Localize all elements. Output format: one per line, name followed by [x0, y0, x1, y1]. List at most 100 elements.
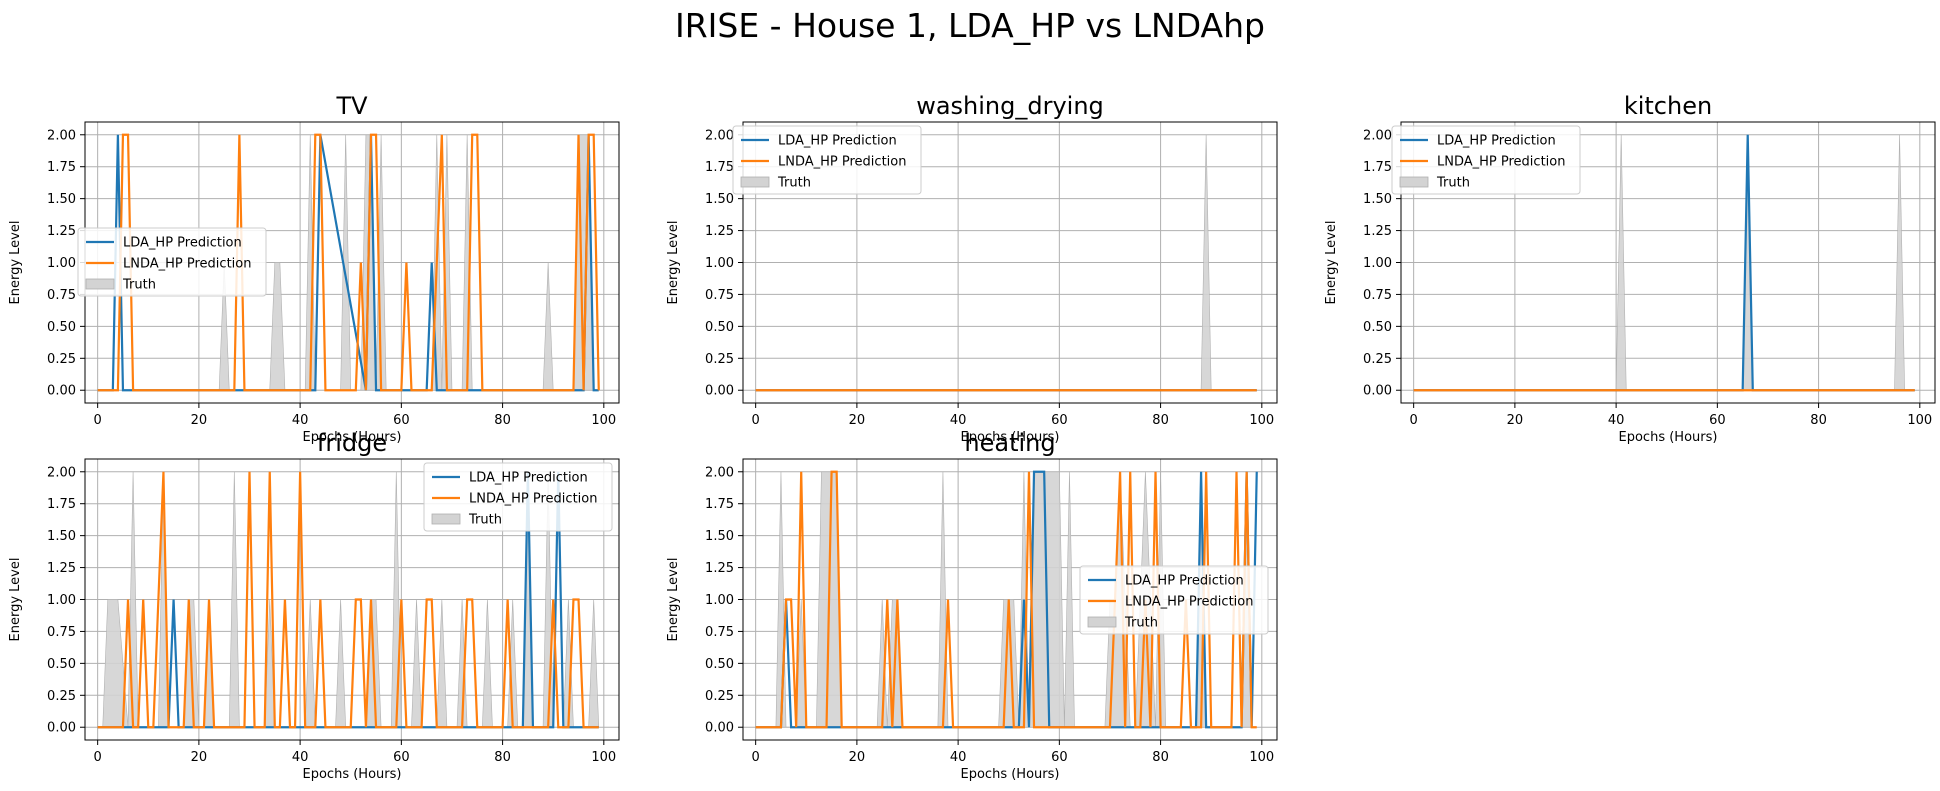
x-tick-label: 40	[950, 750, 967, 765]
x-tick-label: 0	[752, 413, 760, 428]
x-tick-label: 80	[494, 750, 511, 765]
x-tick-label: 100	[1249, 750, 1274, 765]
y-tick-label: 1.50	[705, 529, 734, 544]
y-tick-label: 0.75	[705, 288, 734, 303]
y-tick-label: 0.50	[705, 657, 734, 672]
y-tick-label: 0.25	[47, 352, 76, 367]
legend: LDA_HP Prediction LNDA_HP Prediction Truth	[77, 227, 267, 297]
x-tick-label: 40	[1608, 413, 1625, 428]
y-tick-label: 1.25	[1363, 224, 1392, 239]
y-tick-label: 1.00	[47, 256, 76, 271]
y-tick-label: 0.00	[705, 384, 734, 399]
x-tick-label: 100	[591, 750, 616, 765]
legend-swatch-truth	[740, 176, 770, 188]
x-tick-label: 0	[94, 750, 102, 765]
y-tick-label: 0.00	[705, 721, 734, 736]
legend: LDA_HP Prediction LNDA_HP Prediction Truth	[732, 125, 922, 195]
y-tick-label: 0.75	[47, 625, 76, 640]
x-tick-label: 60	[393, 413, 410, 428]
y-tick-label: 1.75	[47, 497, 76, 512]
legend-entry-label: LNDA_HP Prediction	[123, 257, 251, 272]
legend-entry-label: LDA_HP Prediction	[469, 471, 588, 486]
figure-title: IRISE - House 1, LDA_HP vs LNDAhp	[675, 6, 1265, 45]
y-tick-label: 2.00	[705, 465, 734, 480]
x-tick-label: 0	[94, 413, 102, 428]
x-tick-label: 100	[1907, 413, 1932, 428]
y-tick-label: 1.75	[47, 160, 76, 175]
legend-entry-label: Truth	[122, 278, 156, 293]
legend: LDA_HP Prediction LNDA_HP Prediction Truth	[1391, 125, 1581, 195]
legend-entry-label: LNDA_HP Prediction	[1437, 155, 1565, 170]
legend-box	[423, 462, 613, 532]
subplot-title: washing_drying	[916, 92, 1104, 120]
y-tick-label: 0.25	[1363, 352, 1392, 367]
y-tick-label: 1.25	[705, 224, 734, 239]
y-tick-label: 2.00	[705, 128, 734, 143]
x-tick-label: 100	[591, 413, 616, 428]
y-tick-label: 1.75	[705, 497, 734, 512]
x-tick-label: 0	[1410, 413, 1418, 428]
legend-swatch-truth	[431, 513, 461, 525]
legend-entry-label: LNDA_HP Prediction	[1125, 595, 1253, 610]
legend-swatch-truth	[85, 278, 115, 290]
y-tick-label: 1.75	[705, 160, 734, 175]
legend-entry-label: LDA_HP Prediction	[778, 134, 897, 149]
x-axis-label: Epochs (Hours)	[961, 767, 1060, 782]
legend-swatch-truth	[1087, 616, 1117, 628]
y-axis-label: Energy Level	[1324, 221, 1339, 305]
y-axis-label: Energy Level	[8, 558, 23, 642]
y-tick-label: 0.75	[1363, 288, 1392, 303]
y-tick-label: 1.50	[1363, 192, 1392, 207]
legend-entry-label: LDA_HP Prediction	[1437, 134, 1556, 149]
legend-box	[1391, 125, 1581, 195]
legend-swatch-truth	[1399, 176, 1429, 188]
y-axis-label: Energy Level	[8, 221, 23, 305]
subplot-TV: 0 20 40 60 80 100 0.00 0.25 0.50 0.75 1.00 1.25 1.50…	[8, 92, 620, 445]
y-tick-label: 1.50	[47, 192, 76, 207]
y-tick-label: 1.50	[47, 529, 76, 544]
subplot-kitchen: 0 20 40 60 80 100 0.00 0.25 0.50 0.75 1.00 1.25 1.50…	[1324, 92, 1936, 445]
subplot-title: kitchen	[1624, 92, 1712, 120]
y-tick-label: 0.50	[1363, 320, 1392, 335]
legend-entry-label: Truth	[1436, 176, 1470, 191]
x-tick-label: 60	[1051, 750, 1068, 765]
y-tick-label: 1.00	[705, 593, 734, 608]
x-tick-label: 80	[1152, 413, 1169, 428]
legend-entry-label: LNDA_HP Prediction	[778, 155, 906, 170]
subplot-title: TV	[335, 92, 368, 120]
legend-entry-label: LNDA_HP Prediction	[469, 492, 597, 507]
x-tick-label: 20	[191, 413, 208, 428]
x-tick-label: 80	[494, 413, 511, 428]
legend-entry-label: LDA_HP Prediction	[1125, 574, 1244, 589]
x-tick-label: 80	[1810, 413, 1827, 428]
x-tick-label: 20	[1507, 413, 1524, 428]
y-tick-label: 0.25	[705, 689, 734, 704]
y-axis-label: Energy Level	[666, 221, 681, 305]
y-tick-label: 0.50	[705, 320, 734, 335]
series-lda-hp-line	[755, 470, 1258, 729]
x-tick-label: 40	[950, 413, 967, 428]
subplot-fridge: 0 20 40 60 80 100 0.00 0.25 0.50 0.75 1.00 1.25 1.50…	[8, 429, 620, 782]
x-axis-label: Epochs (Hours)	[961, 430, 1060, 445]
y-tick-label: 1.25	[47, 561, 76, 576]
legend-entry-label: Truth	[777, 176, 811, 191]
subplot-title: fridge	[317, 429, 387, 457]
x-tick-label: 20	[849, 750, 866, 765]
y-tick-label: 2.00	[1363, 128, 1392, 143]
x-axis-label: Epochs (Hours)	[303, 430, 402, 445]
y-tick-label: 1.25	[705, 561, 734, 576]
y-tick-label: 1.00	[1363, 256, 1392, 271]
x-tick-label: 60	[1051, 413, 1068, 428]
subplot-title: heating	[964, 429, 1055, 457]
y-tick-label: 0.25	[705, 352, 734, 367]
x-tick-label: 100	[1249, 413, 1274, 428]
subplot-heating: 0 20 40 60 80 100 0.00 0.25 0.50 0.75 1.00 1.25 1.50…	[666, 429, 1278, 782]
y-tick-label: 2.00	[47, 465, 76, 480]
y-tick-label: 0.00	[47, 384, 76, 399]
y-tick-label: 1.75	[1363, 160, 1392, 175]
y-tick-label: 1.50	[705, 192, 734, 207]
x-tick-label: 60	[1709, 413, 1726, 428]
legend-box	[1079, 565, 1269, 635]
y-tick-label: 1.00	[705, 256, 734, 271]
